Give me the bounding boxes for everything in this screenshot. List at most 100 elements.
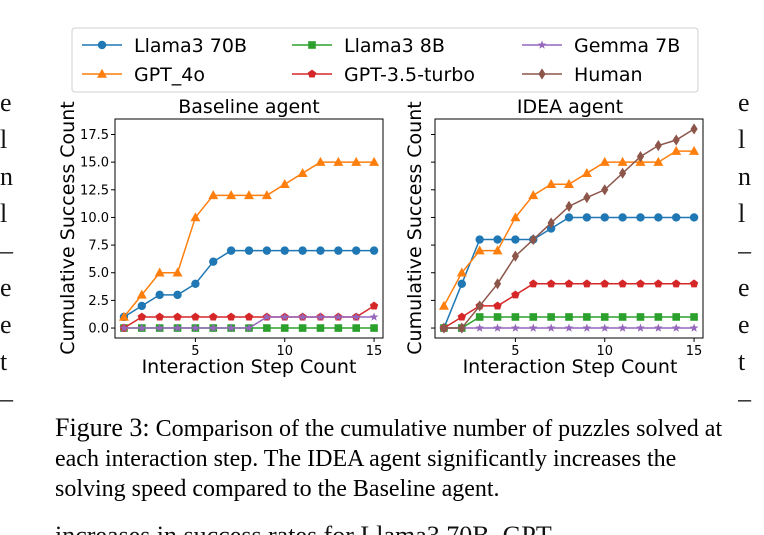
legend-item: Llama3 8B	[292, 35, 445, 57]
data-point	[137, 312, 146, 321]
data-point	[653, 156, 664, 166]
text-fragment-char: e	[0, 310, 12, 339]
legend-label: GPT-3.5-turbo	[344, 64, 475, 86]
right-column-text-fragment: e l n l – e e t –	[738, 84, 764, 417]
data-point	[137, 301, 146, 311]
data-point	[136, 289, 147, 299]
data-point	[226, 190, 237, 200]
y-tick-label: 2.5	[88, 294, 109, 309]
data-point	[619, 167, 627, 179]
data-point	[155, 323, 165, 332]
y-tick-label: 0.0	[88, 322, 109, 337]
data-point	[564, 323, 574, 332]
data-point	[475, 323, 485, 332]
data-point	[279, 179, 290, 189]
series-gemma-7b	[119, 312, 379, 332]
x-tick-label: 5	[511, 344, 519, 359]
data-point	[617, 156, 628, 166]
x-axis-label: Interaction Step Count	[463, 356, 678, 378]
legend-marker	[97, 40, 107, 50]
data-point	[173, 290, 182, 300]
y-axis-label: Cumulative Success Count	[57, 101, 79, 354]
series-llama3-8b	[440, 313, 698, 332]
data-point	[119, 323, 129, 332]
data-point	[172, 267, 183, 277]
text-fragment-char: –	[738, 384, 751, 413]
legend-item: Human	[522, 64, 643, 86]
data-point	[672, 134, 680, 146]
data-point	[155, 312, 164, 321]
data-point	[529, 313, 538, 321]
data-point	[636, 323, 645, 332]
figure-caption: Figure 3: Comparison of the cumulative n…	[55, 413, 735, 504]
data-point	[352, 246, 361, 255]
data-point	[583, 191, 591, 204]
data-point	[333, 156, 344, 166]
series-line	[443, 216, 695, 329]
data-point	[476, 300, 484, 312]
series-line	[123, 249, 375, 318]
series-gemma-7b	[439, 323, 699, 332]
data-point	[654, 213, 663, 222]
x-tick-label: 10	[596, 344, 613, 359]
text-fragment-char: t	[738, 347, 746, 376]
data-point	[636, 279, 645, 288]
text-fragment-char: e	[738, 88, 750, 117]
legend-label: GPT_4o	[134, 64, 205, 86]
data-point	[529, 279, 538, 288]
data-point	[369, 312, 379, 321]
data-point	[671, 323, 681, 332]
data-point	[208, 190, 219, 200]
data-point	[457, 279, 466, 289]
data-point	[262, 246, 272, 255]
text-fragment-char: n	[738, 162, 751, 191]
data-point	[672, 279, 681, 288]
data-point	[316, 246, 325, 255]
data-point	[600, 323, 610, 332]
data-point	[137, 323, 147, 332]
data-point	[582, 213, 592, 222]
data-point	[528, 323, 538, 332]
body-text-fragment: increases in success rates for Llama3 70…	[55, 516, 755, 535]
caption-label: Figure 3:	[55, 413, 150, 442]
data-point	[244, 312, 254, 321]
text-fragment-char: –	[738, 236, 751, 265]
legend-label: Human	[574, 64, 643, 86]
data-point	[511, 250, 519, 262]
text-fragment-char: l	[738, 125, 746, 154]
data-point	[154, 267, 165, 277]
x-tick-label: 5	[191, 344, 199, 359]
data-point	[546, 179, 557, 189]
data-point	[226, 312, 236, 321]
text-fragment-char: n	[0, 162, 13, 191]
data-point	[244, 323, 254, 332]
data-point	[493, 278, 502, 290]
panel-title: IDEA agent	[517, 96, 623, 118]
data-point	[190, 212, 201, 222]
data-point	[636, 313, 645, 321]
left-column-text-fragment: e l n l – e e t –	[0, 84, 24, 417]
data-point	[209, 312, 218, 321]
data-point	[581, 167, 592, 177]
data-point	[370, 324, 378, 332]
data-point	[244, 246, 254, 255]
data-point	[492, 245, 503, 255]
data-point	[564, 213, 574, 222]
x-tick-label: 10	[276, 344, 293, 359]
data-point	[173, 323, 182, 332]
data-point	[689, 323, 699, 332]
data-point	[280, 312, 290, 321]
data-point	[262, 312, 272, 321]
data-point	[316, 312, 325, 321]
data-point	[263, 324, 271, 332]
data-point	[226, 323, 236, 332]
data-point	[511, 323, 520, 332]
data-point	[298, 312, 307, 321]
data-point	[529, 233, 537, 246]
data-point	[528, 190, 539, 200]
data-point	[547, 313, 555, 321]
data-point	[618, 279, 627, 288]
text-fragment-char: l	[0, 199, 8, 228]
data-point	[493, 313, 502, 321]
legend-label: Llama3 8B	[344, 35, 445, 57]
